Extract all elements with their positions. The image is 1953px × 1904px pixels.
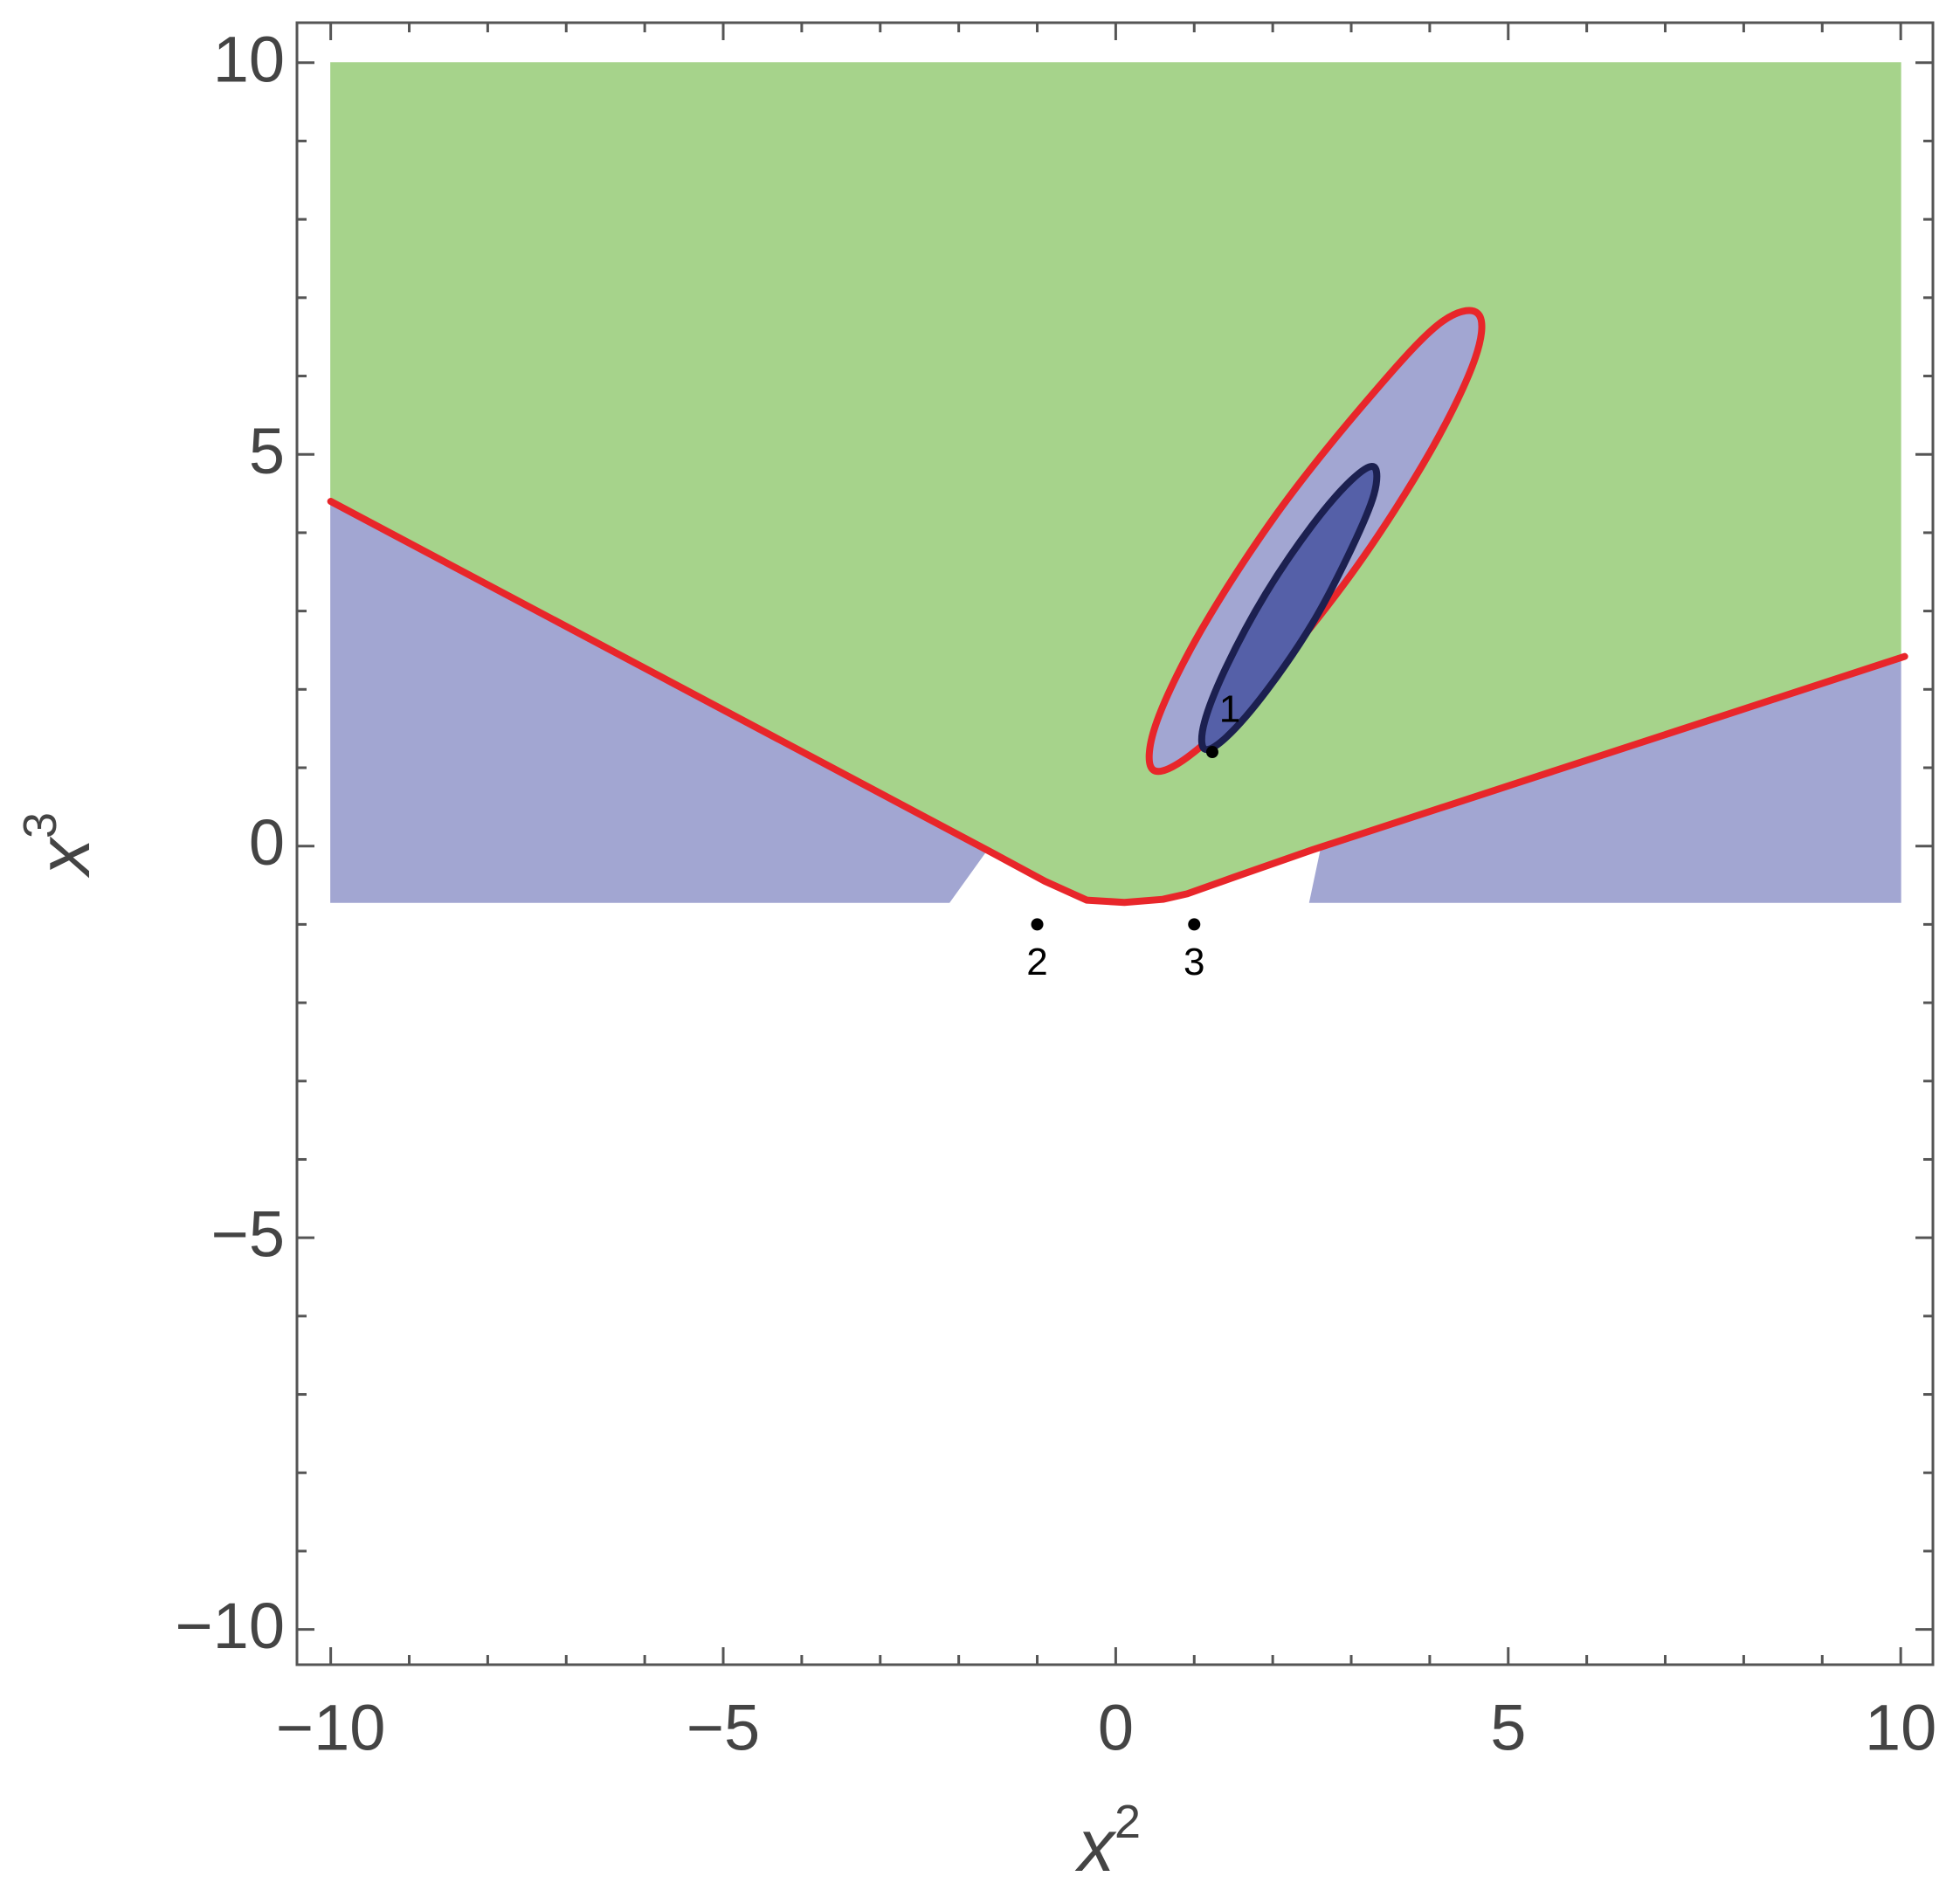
point-label: 1: [1219, 688, 1240, 731]
y-tick-label: −10: [175, 1590, 285, 1662]
point-label: 3: [1184, 941, 1204, 983]
x-tick-label: −5: [687, 1692, 760, 1764]
x-axis-label-sup: 2: [1115, 1796, 1141, 1848]
x-tick-label: 0: [1098, 1692, 1134, 1764]
x-axis-label-base: x: [1074, 1804, 1117, 1887]
boundary-curve: [327, 498, 1908, 907]
y-axis-label-base: x: [23, 836, 105, 879]
y-tick-label: −5: [211, 1198, 285, 1271]
x-tick-label: 10: [1865, 1692, 1936, 1764]
x-tick-label: 5: [1490, 1692, 1526, 1764]
point: [1188, 918, 1201, 931]
x-tick-label: −10: [276, 1692, 386, 1764]
point: [1031, 918, 1044, 931]
y-axis-label: x3: [14, 812, 105, 879]
point: [1205, 746, 1218, 759]
y-tick-label: 10: [213, 23, 285, 95]
y-tick-label: 0: [249, 806, 285, 879]
y-tick-label: 5: [249, 415, 285, 487]
x-axis-label: x2: [1074, 1796, 1141, 1887]
y-axis-label-sup: 3: [14, 812, 66, 838]
ellipse-region: [1197, 463, 1381, 754]
point-label: 2: [1026, 941, 1047, 983]
